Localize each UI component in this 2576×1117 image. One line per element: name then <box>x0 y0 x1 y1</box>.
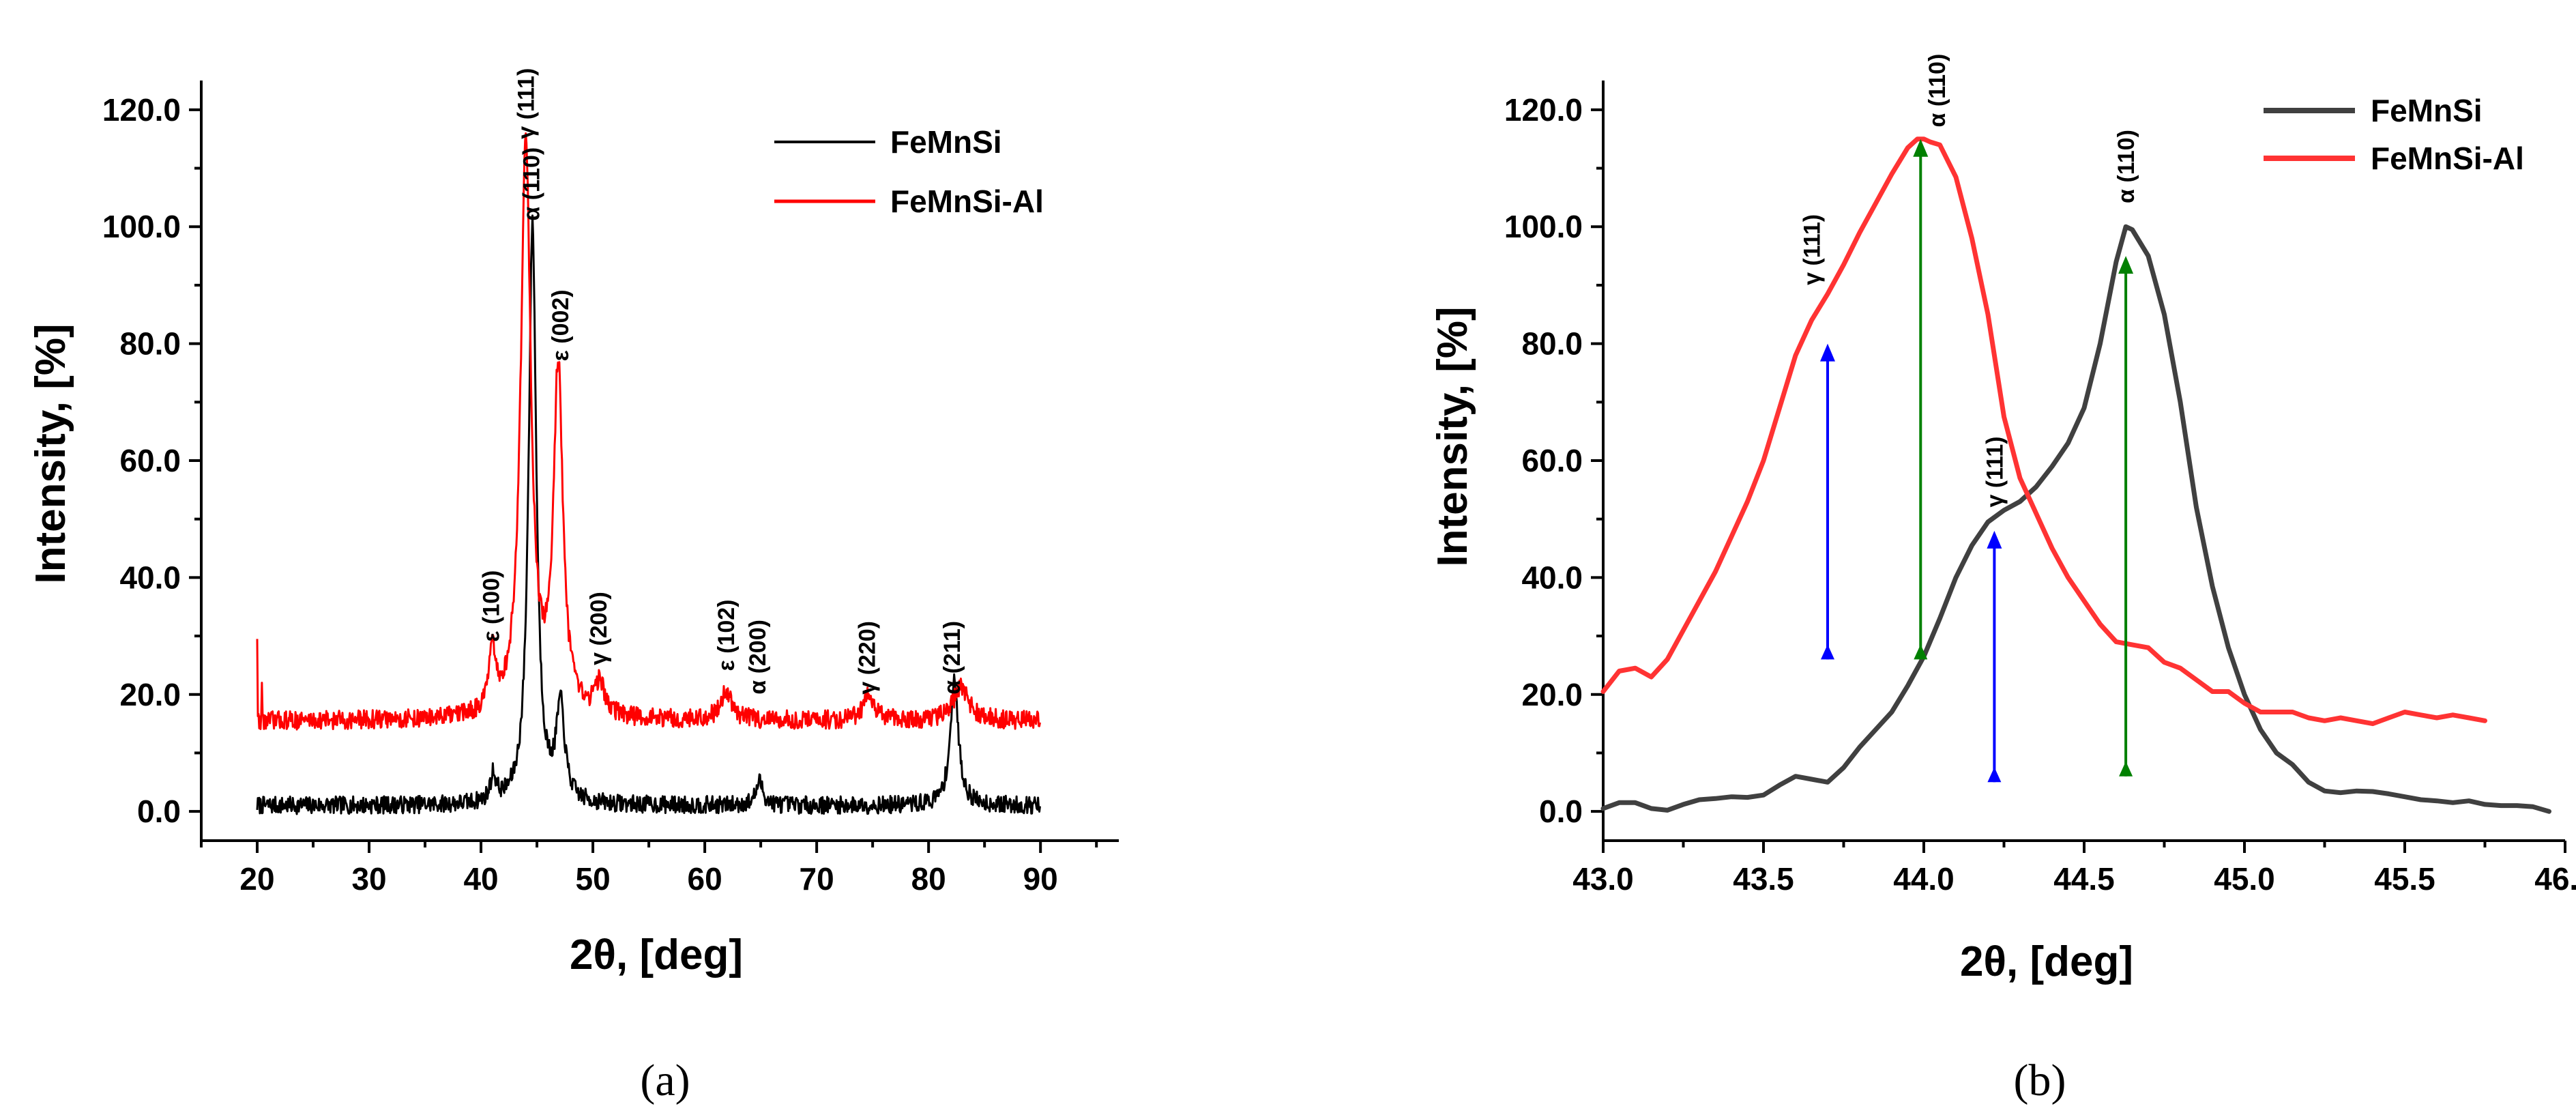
peak-arrow-head <box>1987 530 2002 549</box>
series-line-femnsi-al <box>1600 136 2487 727</box>
peak-annotations-b: γ (111) α (110) γ (111) α (110) <box>1800 54 2140 508</box>
x-tick-label: 43.0 <box>1572 861 1634 897</box>
panel-label-a: (a) <box>640 1056 690 1105</box>
axes-a: 0.0 20.0 40.0 60.0 80.0 100.0 120.0 20 30 40 50 60 7… <box>102 81 1119 897</box>
y-tick-label: 100.0 <box>102 209 181 244</box>
panel-label-b: (b) <box>2014 1056 2066 1105</box>
peak-annotations-a: ε (100) γ (111) α (110) ε (002) γ (200) ε (10… <box>478 68 965 695</box>
peak-label: α (110) <box>519 147 545 221</box>
peak-arrow <box>1820 343 1835 660</box>
x-tick-label: 45.5 <box>2374 861 2435 897</box>
y-tick-label: 80.0 <box>1521 326 1583 362</box>
x-tick-label: 70 <box>800 861 834 897</box>
peak-label: α (211) <box>939 621 965 695</box>
series-line-femnsi <box>256 214 1041 815</box>
x-axis-title-a: 2θ, [deg] <box>570 931 743 978</box>
y-tick-label: 120.0 <box>102 92 181 128</box>
peak-arrow <box>1913 139 1929 660</box>
legend-label-femnsi-a: FeMnSi <box>890 124 1002 160</box>
peak-arrow-tail <box>1914 644 1928 660</box>
y-tick-label: 120.0 <box>1504 92 1583 128</box>
peak-label: γ (111) <box>1982 437 2008 508</box>
y-tick-label: 100.0 <box>1504 209 1583 244</box>
x-tick-label: 50 <box>575 861 610 897</box>
y-tick-label: 20.0 <box>1521 677 1583 712</box>
arrows-b <box>1820 139 2134 783</box>
peak-arrow-head <box>1820 343 1835 362</box>
series-layer-b <box>1600 136 2551 814</box>
x-tick-label: 90 <box>1023 861 1058 897</box>
legend-label-femnsi-b: FeMnSi <box>2371 93 2483 128</box>
y-axis-title-b: Intensity, [%] <box>1429 306 1476 566</box>
peak-arrow-tail <box>2119 761 2133 777</box>
x-tick-label: 60 <box>688 861 722 897</box>
peak-arrow-tail <box>1987 767 2002 783</box>
y-tick-label: 40.0 <box>1521 560 1583 595</box>
y-tick-label: 40.0 <box>119 560 181 595</box>
y-tick-label: 0.0 <box>137 794 181 829</box>
peak-label: ε (100) <box>478 570 504 642</box>
x-tick-label: 20 <box>239 861 274 897</box>
y-tick-label: 0.0 <box>1539 794 1583 829</box>
x-tick-label: 44.5 <box>2053 861 2115 897</box>
peak-label: ε (002) <box>548 289 574 361</box>
x-tick-label: 45.0 <box>2214 861 2275 897</box>
y-tick-label: 60.0 <box>1521 443 1583 478</box>
peak-arrow <box>2118 256 2134 777</box>
x-tick-label: 40 <box>463 861 498 897</box>
x-tick-label: 44.0 <box>1893 861 1955 897</box>
y-tick-label: 80.0 <box>119 326 181 362</box>
peak-label: γ (220) <box>855 621 881 695</box>
x-tick-label: 46.0 <box>2534 861 2576 897</box>
peak-arrow <box>1987 530 2002 783</box>
x-tick-label: 30 <box>351 861 386 897</box>
series-line-femnsi <box>1600 224 2551 814</box>
peak-label: α (110) <box>2113 130 2139 203</box>
y-tick-label: 60.0 <box>119 443 181 478</box>
peak-label: γ (111) <box>513 68 539 139</box>
legend-label-femnsi-al-a: FeMnSi-Al <box>890 184 1044 219</box>
peak-arrow-head <box>1913 139 1929 157</box>
chart-panel-a: 0.0 20.0 40.0 60.0 80.0 100.0 120.0 20 30 40 50 60 7… <box>27 68 1119 1105</box>
peak-label: γ (200) <box>586 592 612 665</box>
peak-arrow-head <box>2118 256 2134 274</box>
peak-label: α (200) <box>745 620 771 695</box>
x-tick-label: 80 <box>911 861 946 897</box>
series-line-femnsi-al <box>256 132 1041 731</box>
peak-label: ε (102) <box>714 600 740 671</box>
legend-b: FeMnSi FeMnSi-Al <box>2264 93 2524 176</box>
peak-label: α (110) <box>1924 54 1950 128</box>
series-layer-a <box>256 132 1041 815</box>
y-tick-label: 20.0 <box>119 677 181 712</box>
x-axis-title-b: 2θ, [deg] <box>1960 938 2133 985</box>
x-tick-label: 43.5 <box>1733 861 1794 897</box>
legend-a: FeMnSi FeMnSi-Al <box>774 124 1044 219</box>
legend-label-femnsi-al-b: FeMnSi-Al <box>2371 141 2524 176</box>
peak-arrow-tail <box>1821 644 1834 660</box>
y-axis-title-a: Intensity, [%] <box>27 323 74 583</box>
peak-label: γ (111) <box>1800 214 1826 285</box>
axes-b: 0.0 20.0 40.0 60.0 80.0 100.0 120.0 43.0 43.5 44.… <box>1504 81 2576 897</box>
chart-panel-b: 0.0 20.0 40.0 60.0 80.0 100.0 120.0 43.0 43.5 44.… <box>1429 54 2576 1105</box>
